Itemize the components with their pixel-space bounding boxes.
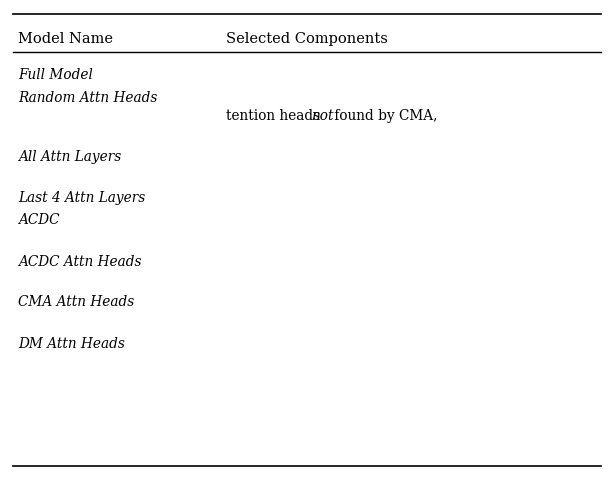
Text: Last 4 Attn Layers: Last 4 Attn Layers bbox=[18, 191, 146, 205]
Text: tention heads: tention heads bbox=[226, 109, 325, 123]
Text: CMA Attn Heads: CMA Attn Heads bbox=[18, 296, 134, 310]
Text: Model Name: Model Name bbox=[18, 32, 113, 46]
Text: DM Attn Heads: DM Attn Heads bbox=[18, 336, 125, 350]
Text: found by CMA,: found by CMA, bbox=[330, 109, 437, 123]
Text: ACDC: ACDC bbox=[18, 214, 60, 228]
Text: Full Model: Full Model bbox=[18, 68, 93, 82]
Text: ACDC Attn Heads: ACDC Attn Heads bbox=[18, 254, 141, 268]
Text: not: not bbox=[311, 109, 334, 123]
Text: Selected Components: Selected Components bbox=[226, 32, 388, 46]
Text: Random Attn Heads: Random Attn Heads bbox=[18, 91, 157, 105]
Text: All Attn Layers: All Attn Layers bbox=[18, 150, 121, 164]
